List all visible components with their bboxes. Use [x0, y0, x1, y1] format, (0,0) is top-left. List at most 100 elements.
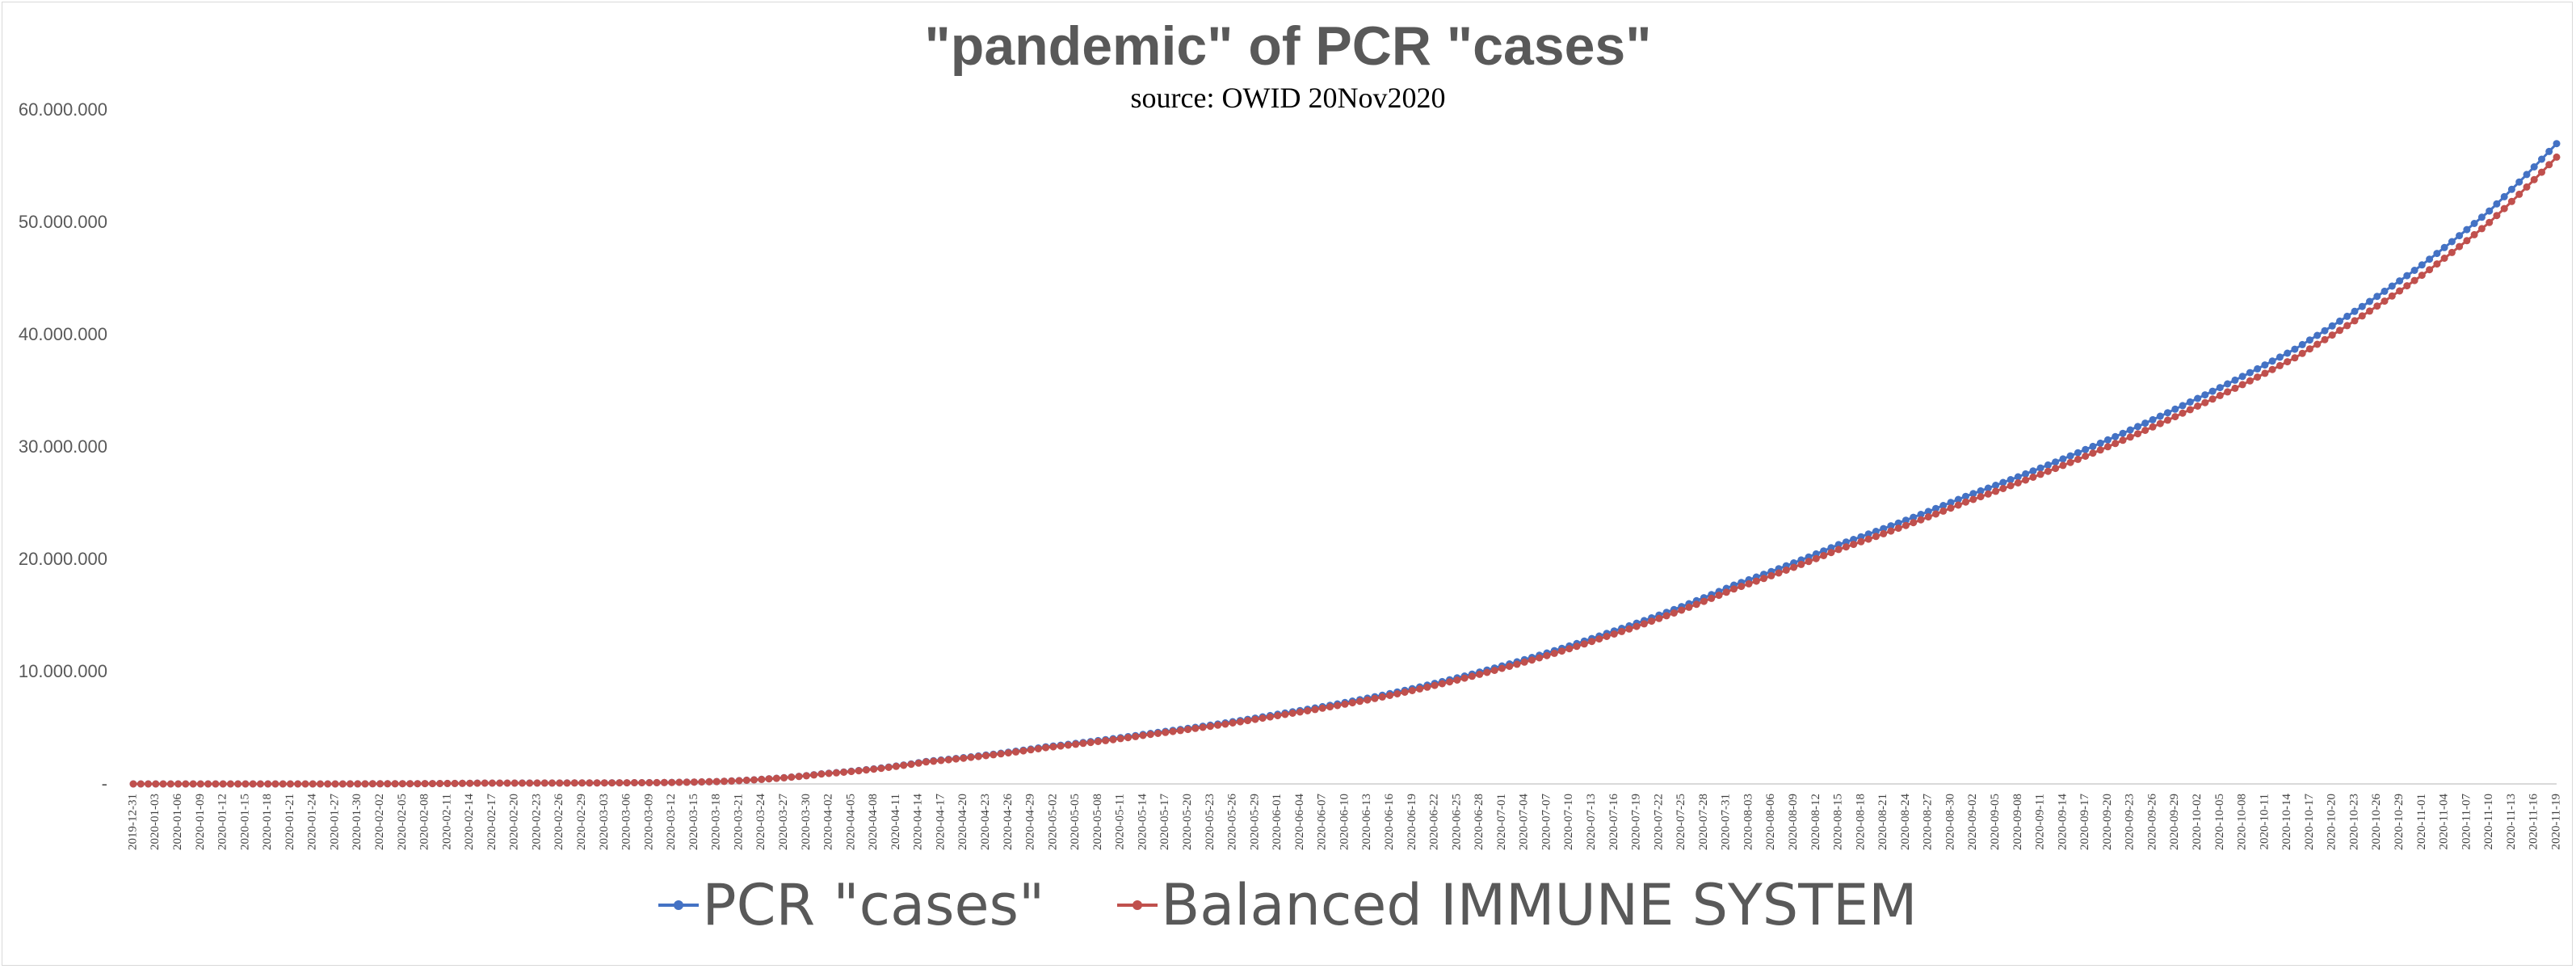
- x-tick-label: 2020-09-26: [2145, 794, 2158, 850]
- data-point: [2022, 476, 2030, 484]
- data-point: [361, 780, 369, 788]
- x-tick-label: 2020-10-02: [2191, 794, 2204, 850]
- data-point: [2134, 430, 2141, 438]
- data-point: [1625, 625, 1633, 633]
- data-point: [1019, 747, 1027, 755]
- data-point: [721, 777, 728, 786]
- data-point: [2396, 277, 2404, 285]
- data-point: [1476, 670, 1484, 678]
- x-tick-label: 2020-01-09: [194, 794, 207, 850]
- data-point: [578, 779, 586, 787]
- data-point: [1506, 663, 1514, 670]
- data-point: [2224, 380, 2232, 388]
- data-point: [788, 773, 796, 782]
- data-point: [1902, 521, 1910, 529]
- data-point: [309, 780, 317, 788]
- x-tick-label: 2020-04-17: [934, 794, 947, 850]
- x-tick-label: 2020-01-24: [306, 794, 319, 850]
- data-point: [2261, 361, 2269, 369]
- data-point: [2336, 317, 2343, 325]
- data-point: [2538, 168, 2545, 176]
- data-point: [1820, 552, 1828, 559]
- x-tick-label: 2019-12-31: [126, 794, 139, 850]
- data-point: [533, 779, 541, 787]
- data-point: [2553, 153, 2561, 161]
- data-point: [2044, 467, 2052, 475]
- data-point: [1947, 499, 1955, 507]
- data-point: [690, 778, 698, 786]
- data-point: [1939, 507, 1948, 515]
- data-point: [2426, 255, 2434, 263]
- data-point: [242, 780, 250, 788]
- data-point: [182, 780, 190, 788]
- series-pcr-cases: [129, 140, 2561, 788]
- x-tick-label: 2020-09-23: [2124, 794, 2137, 850]
- x-tick-label: 2020-11-10: [2482, 794, 2495, 849]
- data-point: [1842, 543, 1850, 551]
- data-point: [1910, 519, 1918, 527]
- data-point: [324, 780, 332, 788]
- data-point: [2059, 461, 2067, 470]
- data-point: [2366, 297, 2373, 305]
- data-point: [1977, 493, 1985, 501]
- data-point: [1348, 699, 1356, 707]
- data-point: [698, 778, 706, 786]
- data-point: [2082, 453, 2090, 460]
- data-point: [2351, 317, 2359, 325]
- data-point: [421, 780, 429, 788]
- data-point: [443, 779, 452, 787]
- data-point: [1790, 563, 1798, 571]
- data-point: [1864, 530, 1872, 538]
- data-point: [832, 769, 840, 777]
- data-point: [1558, 647, 1565, 655]
- x-tick-label: 2020-11-16: [2528, 794, 2540, 850]
- data-point: [765, 775, 773, 783]
- x-tick-label: 2020-06-10: [1338, 794, 1351, 850]
- data-point: [1969, 495, 1977, 503]
- x-tick-label: 2020-07-10: [1562, 794, 1575, 850]
- data-point: [1954, 495, 1962, 503]
- data-point: [2343, 322, 2351, 330]
- data-point: [1872, 528, 1880, 535]
- data-point: [616, 779, 624, 787]
- data-point: [1932, 504, 1939, 512]
- x-tick-label: 2020-06-19: [1406, 794, 1418, 850]
- x-tick-label: 2020-11-07: [2460, 794, 2473, 850]
- data-point: [414, 780, 422, 788]
- data-point: [1588, 638, 1596, 646]
- data-point: [2103, 436, 2112, 444]
- data-point: [2470, 230, 2478, 238]
- data-point: [623, 779, 631, 787]
- data-point: [2164, 416, 2171, 424]
- data-point: [2103, 443, 2112, 451]
- data-point: [406, 780, 414, 788]
- data-point: [1917, 511, 1925, 518]
- data-point: [1431, 681, 1439, 689]
- data-point: [2164, 409, 2171, 417]
- x-axis: 2019-12-31 2020-01-03 2020-01-06 2020-01-09…: [126, 783, 2562, 850]
- data-point: [2171, 405, 2179, 413]
- x-tick-label: 2020-07-13: [1585, 794, 1598, 850]
- data-point: [600, 779, 608, 787]
- data-point: [2298, 340, 2306, 348]
- x-tick-label: 2020-10-05: [2213, 794, 2226, 850]
- x-tick-label: 2020-04-20: [956, 794, 969, 850]
- data-point: [1999, 478, 2007, 487]
- data-point: [1266, 713, 1274, 721]
- data-point: [436, 780, 444, 787]
- y-tick-label: 50.000.000: [19, 212, 107, 232]
- data-point: [1012, 748, 1020, 756]
- x-tick-label: 2020-08-15: [1832, 794, 1845, 850]
- data-point: [1708, 594, 1716, 602]
- x-tick-label: 2020-07-19: [1630, 794, 1643, 850]
- data-point: [496, 779, 504, 787]
- data-point: [2388, 282, 2396, 290]
- data-point: [1992, 487, 2000, 495]
- data-point: [2231, 376, 2239, 384]
- data-point: [772, 774, 780, 782]
- data-point: [1086, 739, 1095, 747]
- data-point: [2119, 436, 2127, 444]
- data-point: [944, 756, 952, 764]
- x-tick-label: 2020-02-11: [440, 794, 453, 849]
- data-point: [1550, 649, 1558, 657]
